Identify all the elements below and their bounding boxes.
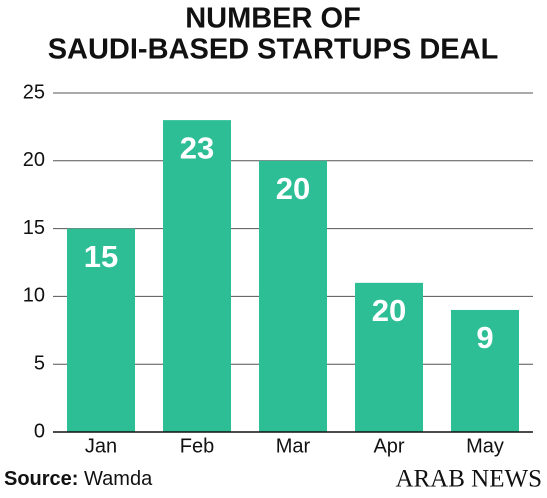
x-tick-label: May <box>466 435 504 457</box>
source-text: Wamda <box>84 468 153 490</box>
y-tick-label: 20 <box>23 149 45 171</box>
value-label: 20 <box>372 293 406 328</box>
y-tick-label: 5 <box>34 352 45 374</box>
brand: ARAB NEWS <box>395 466 542 493</box>
value-label: 9 <box>476 320 493 355</box>
x-tick-label: Mar <box>276 435 311 457</box>
value-label: 20 <box>276 171 310 206</box>
chart-title: SAUDI-BASED STARTUPS DEAL <box>48 34 499 66</box>
y-tick-label: 0 <box>34 420 45 442</box>
bar <box>259 160 327 433</box>
y-tick-label: 25 <box>23 81 45 103</box>
bar <box>163 120 231 433</box>
chart-title: NUMBER OF <box>185 3 361 35</box>
x-tick-label: Apr <box>373 435 404 457</box>
bar <box>67 228 135 432</box>
x-tick-label: Feb <box>180 435 214 457</box>
bar <box>451 309 519 432</box>
value-label: 15 <box>84 239 118 274</box>
value-label: 23 <box>180 130 214 165</box>
source: Source: Wamda <box>4 468 153 490</box>
x-tick-label: Jan <box>85 435 117 457</box>
bar <box>355 282 423 432</box>
source-label: Source: <box>4 468 78 490</box>
y-tick-label: 15 <box>23 217 45 239</box>
y-tick-label: 10 <box>23 285 45 307</box>
